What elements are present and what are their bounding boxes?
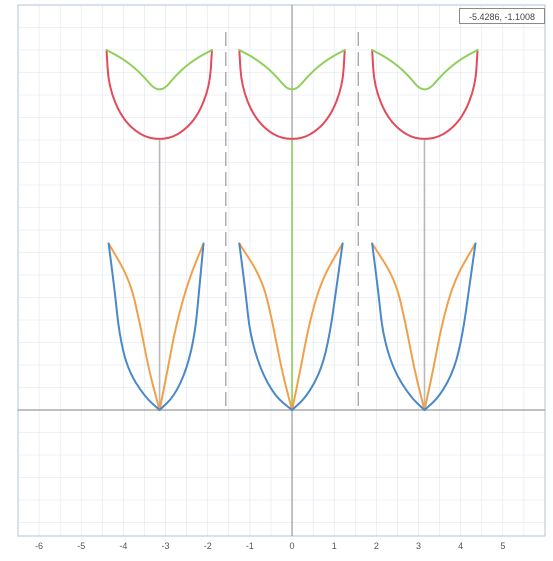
leaf-inner-curve <box>107 242 161 411</box>
petal-bottom-curve <box>371 49 479 140</box>
x-tick-label: -2 <box>204 541 212 551</box>
petal-top-curve <box>105 49 213 91</box>
flower-1 <box>105 49 213 411</box>
petal-bottom-curve <box>105 49 213 140</box>
leaf-outer-curve <box>158 242 205 411</box>
divider-layer <box>225 32 359 410</box>
x-tick-label: -6 <box>35 541 43 551</box>
leaf-inner-curve <box>423 242 477 411</box>
axes-layer <box>17 4 546 537</box>
x-tick-label: 2 <box>374 541 379 551</box>
petal-top-curve <box>371 49 479 91</box>
leaf-inner-curve <box>371 242 426 411</box>
tick-label-layer: -6 -5 -4 -3 -2 -1 0 1 2 3 4 5 <box>35 541 505 551</box>
plot-border <box>17 4 546 537</box>
x-tick-label: -5 <box>77 541 85 551</box>
petal-bottom-curve <box>238 49 346 140</box>
x-tick-label: 5 <box>500 541 505 551</box>
x-tick-label: 0 <box>290 541 295 551</box>
leaf-outer-curve <box>371 242 426 411</box>
x-tick-label: -4 <box>119 541 127 551</box>
grid-layer <box>17 4 546 536</box>
petal-top-curve <box>238 49 346 91</box>
x-tick-label: 4 <box>458 541 463 551</box>
leaf-inner-curve <box>238 242 294 411</box>
leaf-outer-curve <box>423 242 477 411</box>
coordinate-readout: -5.4286, -1.1008 <box>459 8 545 24</box>
x-tick-label: 1 <box>332 541 337 551</box>
x-tick-label: -3 <box>162 541 170 551</box>
leaf-outer-curve <box>291 242 344 411</box>
leaf-outer-curve <box>107 242 161 411</box>
leaf-inner-curve <box>158 242 205 411</box>
leaf-outer-curve <box>238 242 294 411</box>
flower-2 <box>238 49 346 411</box>
leaf-inner-curve <box>291 242 344 411</box>
curve-layer <box>105 49 479 411</box>
x-tick-label: -1 <box>246 541 254 551</box>
flower-3 <box>371 49 479 411</box>
x-tick-label: 3 <box>416 541 421 551</box>
